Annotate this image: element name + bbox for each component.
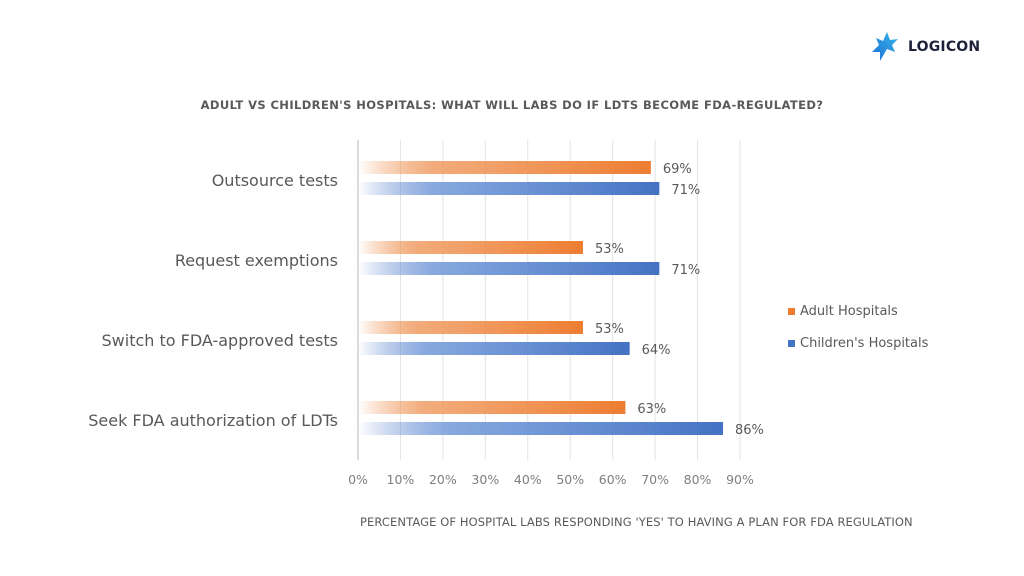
data-label-children: 86%: [735, 423, 764, 438]
x-tick-label: 70%: [641, 472, 669, 487]
data-label-children: 71%: [671, 183, 700, 198]
legend-label-adult: Adult Hospitals: [800, 303, 898, 319]
legend-label-children: Children's Hospitals: [800, 335, 929, 351]
x-tick-label: 30%: [471, 472, 499, 487]
chart-title: ADULT VS CHILDREN'S HOSPITALS: WHAT WILL…: [200, 98, 824, 112]
category-label: Seek FDA authorization of LDTs: [88, 411, 338, 430]
bar-adult: [358, 161, 651, 174]
x-tick-label: 80%: [684, 472, 712, 487]
x-tick-label: 90%: [726, 472, 754, 487]
bar-children: [358, 422, 724, 435]
x-tick-label: 40%: [514, 472, 542, 487]
x-tick-label: 60%: [599, 472, 627, 487]
legend: Adult Hospitals Children's Hospitals: [788, 303, 928, 367]
x-tick-label: 0%: [348, 472, 368, 487]
legend-swatch-children: [788, 339, 795, 347]
bar-children: [358, 342, 630, 355]
category-label: Outsource tests: [212, 171, 338, 190]
data-label-children: 71%: [671, 263, 700, 278]
category-label: Request exemptions: [175, 251, 338, 270]
data-label-adult: 63%: [637, 402, 666, 417]
category-label: Switch to FDA-approved tests: [102, 331, 339, 350]
x-tick-label: 10%: [387, 472, 415, 487]
brand-logo: LOGICON: [868, 30, 980, 64]
legend-swatch-adult: [788, 307, 795, 315]
brand-name: LOGICON: [908, 39, 981, 55]
data-label-children: 64%: [642, 343, 671, 358]
bar-adult: [358, 401, 626, 414]
x-tick-label: 50%: [556, 472, 584, 487]
data-label-adult: 53%: [595, 322, 624, 337]
bar-adult: [358, 321, 583, 334]
logicon-star-icon: [872, 32, 898, 61]
data-label-adult: 53%: [595, 242, 624, 257]
data-label-adult: 69%: [663, 162, 692, 177]
x-axis-title: PERCENTAGE OF HOSPITAL LABS RESPONDING '…: [360, 515, 913, 529]
x-tick-label: 20%: [429, 472, 457, 487]
bar-children: [358, 262, 660, 275]
bar-children: [358, 182, 660, 195]
legend-item-children: Children's Hospitals: [788, 335, 928, 351]
bar-adult: [358, 241, 583, 254]
legend-item-adult: Adult Hospitals: [788, 303, 928, 319]
